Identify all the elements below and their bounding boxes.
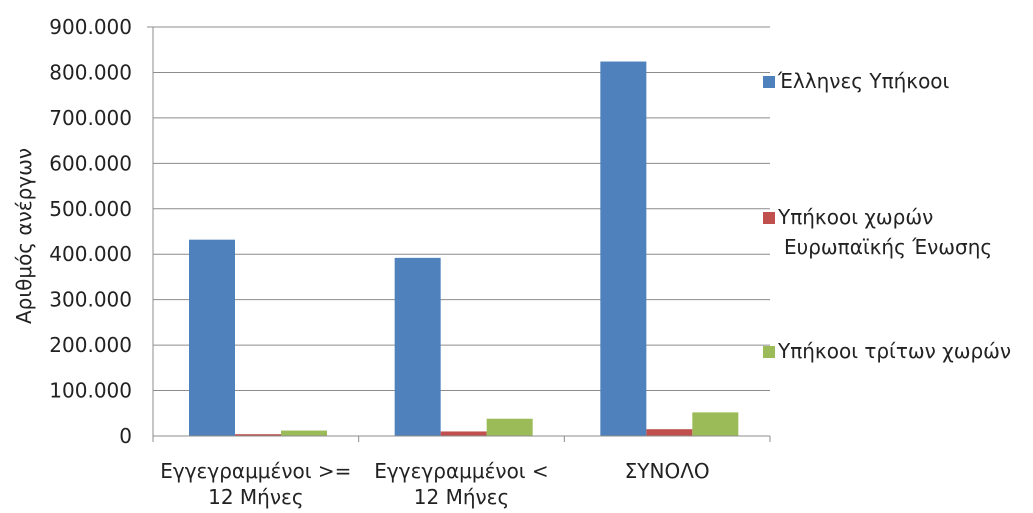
- y-tick-label: 0: [119, 424, 132, 448]
- axes: [147, 26, 771, 442]
- y-axis-label: Αριθμός ανέργων: [12, 148, 36, 324]
- bar: [486, 418, 533, 436]
- x-category-labels: Εγγεγραμμένοι >= 12 Μήνες Εγγεγραμμένοι <1…: [160, 459, 709, 509]
- y-tick-label: 700.000: [49, 106, 132, 130]
- y-tick-label: 900.000: [49, 15, 132, 39]
- x-category-label: Εγγεγραμμένοι <12 Μήνες: [374, 459, 548, 509]
- legend-swatch: [763, 76, 775, 88]
- y-tick-label: 400.000: [49, 242, 132, 266]
- legend-label: Έλληνες Υπήκοοι: [777, 69, 950, 93]
- y-tick-label: 600.000: [49, 151, 132, 175]
- bars: [189, 61, 739, 436]
- y-tick-label: 200.000: [49, 333, 132, 357]
- y-tick-label: 800.000: [49, 60, 132, 84]
- y-tick-label: 500.000: [49, 197, 132, 221]
- bar: [281, 430, 327, 436]
- bar: [394, 257, 441, 436]
- legend-swatch: [763, 212, 775, 224]
- y-tick-labels: 0 100.000 200.000 300.000 400.000 500.000 600.…: [49, 15, 132, 448]
- y-tick-label: 100.000: [49, 379, 132, 403]
- x-category-label: Εγγεγραμμένοι >= 12 Μήνες: [160, 459, 351, 509]
- bar: [600, 61, 647, 436]
- legend: Έλληνες Υπήκοοι Υπήκοοι χωρών Ευρωπαϊκής Έ…: [763, 69, 1011, 363]
- x-category-label: ΣΥΝΟΛΟ: [625, 459, 710, 483]
- gridlines: [153, 26, 770, 392]
- bar: [440, 431, 487, 436]
- legend-label: Υπήκοοι χωρών Ευρωπαϊκής Ένωσης: [777, 205, 992, 259]
- bar: [646, 429, 693, 436]
- y-tick-label: 300.000: [49, 288, 132, 312]
- bar: [692, 412, 739, 436]
- bar: [189, 239, 235, 436]
- legend-swatch: [763, 346, 775, 358]
- legend-label: Υπήκοοι τρίτων χωρών: [777, 339, 1011, 363]
- bar: [235, 434, 281, 436]
